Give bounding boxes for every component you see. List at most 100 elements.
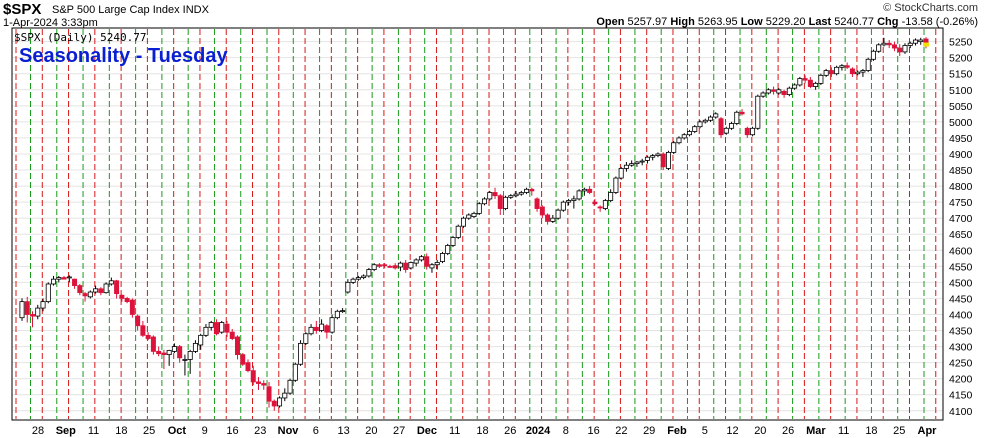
candle-body: [208, 322, 214, 328]
candle-body: [781, 90, 787, 95]
high-label: High: [670, 16, 695, 28]
candle-body: [82, 293, 88, 297]
y-tick-label: 4850: [949, 165, 973, 177]
candle-body: [623, 164, 629, 169]
y-tick-label: 4700: [949, 213, 973, 225]
candle-body: [676, 137, 682, 144]
x-tick-label: 28: [32, 425, 44, 437]
x-tick-label: 2024: [526, 425, 551, 437]
candle-body: [77, 285, 83, 294]
x-tick-label: 20: [365, 425, 377, 437]
candle-body: [292, 363, 298, 381]
candle-body: [177, 346, 183, 359]
candle-body: [61, 277, 67, 280]
x-tick-label: 16: [226, 425, 238, 437]
x-tick-label: 18: [865, 425, 877, 437]
plot-frame: [11, 27, 944, 421]
y-tick-label: 4250: [949, 358, 973, 370]
candle-body: [702, 119, 708, 123]
x-tick-label: 12: [726, 425, 738, 437]
candle-body: [308, 326, 314, 335]
candle-body: [476, 203, 482, 214]
candle-body: [303, 333, 309, 344]
y-tick-label: 4450: [949, 293, 973, 305]
x-tick-label: Apr: [918, 425, 938, 437]
candle-body: [355, 277, 361, 280]
symbol: $SPX: [3, 1, 42, 18]
candle-body: [797, 78, 803, 86]
candle-body: [482, 198, 488, 205]
candle-body: [518, 192, 524, 195]
candle-body: [566, 200, 572, 203]
candle-body: [839, 65, 845, 68]
candle-body: [576, 190, 582, 200]
candle-body: [886, 42, 892, 46]
y-tick-label: 4350: [949, 326, 973, 338]
candle-body: [618, 168, 624, 179]
candle-body: [56, 277, 62, 280]
candle-body: [844, 65, 850, 68]
candle-body: [608, 192, 614, 201]
candle-body: [870, 50, 876, 60]
x-tick-label: Feb: [667, 425, 687, 437]
candle-body: [912, 39, 918, 44]
y-tick-label: 5250: [949, 37, 973, 49]
candle-body: [587, 188, 593, 193]
chart-title: Seasonality - Tuesday: [19, 45, 228, 67]
candle-body: [413, 259, 419, 264]
y-tick-label: 4950: [949, 133, 973, 145]
candle-body: [602, 200, 608, 209]
x-tick-label: 25: [893, 425, 905, 437]
high-value: 5263.95: [697, 16, 738, 28]
candle-body: [865, 58, 871, 71]
y-tick-label: 4600: [949, 245, 973, 257]
candle-body: [629, 163, 635, 166]
open-value: 5257.97: [627, 16, 668, 28]
candle-body: [145, 334, 151, 339]
quote-date: 1-Apr-2024 3:33pm: [3, 17, 98, 29]
candle-body: [150, 336, 156, 352]
candle-body: [418, 256, 424, 261]
x-axis: 28 Sep 11 18 25 Oct 9 16 23 Nov 6 13 20 27 Dec 11 18 26 20…: [32, 425, 937, 437]
candle-body: [592, 201, 598, 205]
candle-body: [671, 142, 677, 153]
symbol-description: S&P 500 Large Cap Index INDX: [52, 4, 209, 16]
candle-body: [40, 301, 46, 309]
candle-body: [319, 323, 325, 331]
candle-body: [708, 116, 714, 121]
candle-body: [392, 265, 398, 269]
candle-body: [776, 89, 782, 94]
candle-body: [503, 196, 509, 209]
candle-body: [466, 214, 472, 219]
candle-body: [660, 153, 666, 168]
candle-body: [750, 127, 756, 136]
candle-body: [114, 280, 120, 295]
y-tick-label: 4150: [949, 390, 973, 402]
candle-body: [823, 70, 829, 76]
candle-body: [524, 188, 530, 193]
candle-body: [361, 275, 367, 278]
candle-body: [786, 87, 792, 95]
y-tick-label: 4100: [949, 406, 973, 418]
x-tick-label: 20: [754, 425, 766, 437]
candle-body: [229, 331, 235, 339]
candle-body: [277, 397, 283, 407]
candle-body: [818, 74, 824, 84]
candle-body: [571, 198, 577, 201]
candle-body: [497, 195, 503, 209]
candle-body: [581, 188, 587, 192]
candle-body: [550, 217, 556, 222]
candle-body: [45, 283, 51, 303]
candle-body: [266, 386, 272, 402]
candle-body: [161, 352, 167, 356]
candle-body: [135, 315, 141, 327]
candle-body: [103, 283, 109, 294]
x-tick-label: 29: [643, 425, 655, 437]
candle-body: [529, 188, 535, 192]
candle-body: [834, 66, 840, 75]
candle-body: [907, 42, 913, 46]
x-tick-label: Sep: [56, 425, 76, 437]
quote-bar: Open 5257.97 High 5263.95 Low 5229.20 La…: [596, 16, 978, 28]
x-tick-label: 22: [615, 425, 627, 437]
